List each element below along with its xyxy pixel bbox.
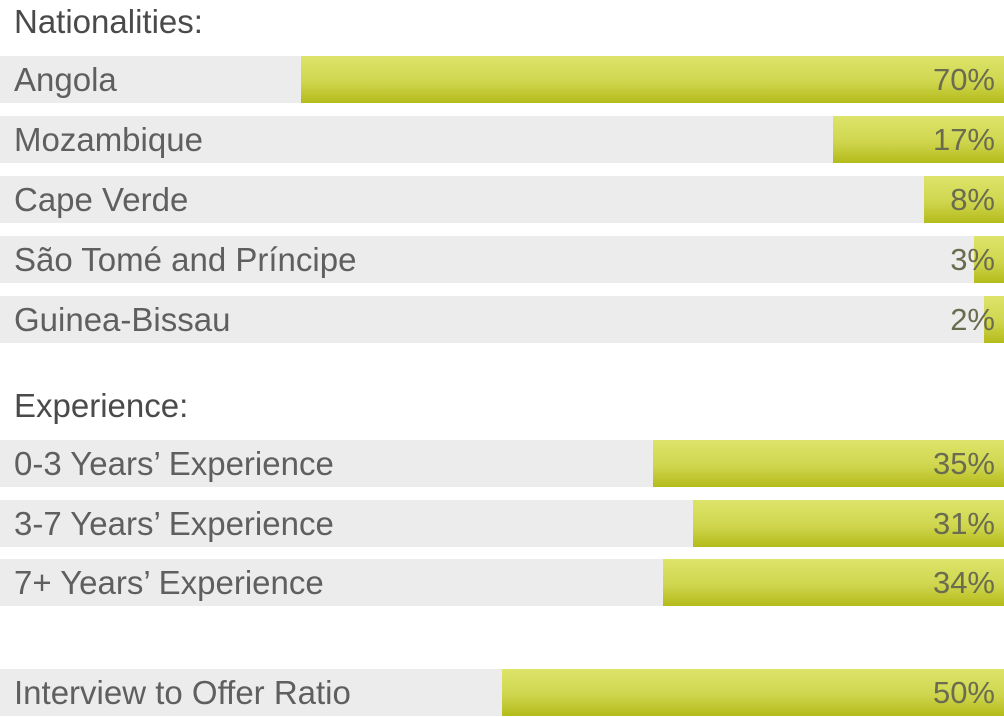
value-label: 50%	[932, 675, 995, 710]
bar-mark	[652, 440, 1004, 487]
section-title-experience: Experience:	[14, 387, 189, 424]
category-label: Cape Verde	[14, 181, 189, 218]
bar-mark	[833, 116, 1004, 163]
bar-mark	[692, 500, 1004, 547]
bar-row: Interview to Offer Ratio 50%	[0, 669, 1004, 716]
bar-row: Mozambique 17%	[0, 116, 1004, 163]
bar-row: Angola 70%	[0, 56, 1004, 103]
bar-row: Cape Verde 8%	[0, 176, 1004, 223]
bar-mark	[983, 296, 1004, 343]
bar-mark	[502, 669, 1004, 716]
value-label: 2%	[950, 302, 995, 337]
category-label: 0-3 Years’ Experience	[14, 445, 334, 482]
category-label: Interview to Offer Ratio	[14, 674, 351, 711]
bar-row: São Tomé and Príncipe 3%	[0, 236, 1004, 283]
bar-mark	[301, 56, 1004, 103]
category-label: São Tomé and Príncipe	[14, 241, 357, 278]
category-label: Angola	[14, 61, 117, 98]
value-label: 31%	[932, 506, 995, 541]
bar-row: 7+ Years’ Experience 34%	[0, 559, 1004, 606]
bar-mark	[973, 236, 1004, 283]
value-label: 17%	[932, 122, 995, 157]
value-label: 34%	[932, 565, 995, 600]
bar-row: 3-7 Years’ Experience 31%	[0, 500, 1004, 547]
category-label: Guinea-Bissau	[14, 301, 231, 338]
value-label: 8%	[950, 182, 995, 217]
bar-row: 0-3 Years’ Experience 35%	[0, 440, 1004, 487]
value-label: 70%	[932, 62, 995, 97]
bar-mark	[662, 559, 1004, 606]
bar-row: Guinea-Bissau 2%	[0, 296, 1004, 343]
value-label: 3%	[950, 242, 995, 277]
section-title-nationalities: Nationalities:	[14, 3, 203, 40]
value-label: 35%	[932, 446, 995, 481]
bar-mark	[923, 176, 1004, 223]
category-label: 3-7 Years’ Experience	[14, 505, 334, 542]
category-label: Mozambique	[14, 121, 203, 158]
category-label: 7+ Years’ Experience	[14, 564, 324, 601]
